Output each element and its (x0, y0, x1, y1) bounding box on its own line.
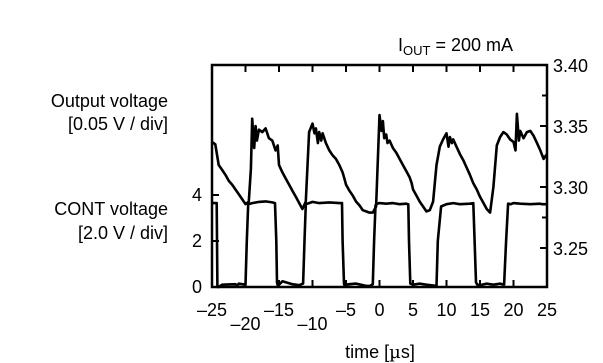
output-voltage-scale: [0.05 V / div] (68, 114, 168, 134)
right-y-tick-label: 3.35 (553, 117, 588, 137)
x-tick-label: –20 (230, 314, 260, 334)
x-tick-label: 25 (537, 300, 557, 320)
cont-voltage-label: CONT voltage (54, 199, 168, 219)
x-axis-label: time [µs] (345, 342, 415, 363)
x-tick-label: 10 (436, 300, 456, 320)
left-y-tick-label: 4 (192, 185, 202, 205)
right-y-tick-label: 3.40 (553, 56, 588, 76)
left-y-tick-label: 0 (192, 277, 202, 297)
right-y-tick-label: 3.30 (553, 178, 588, 198)
x-tick-label: 20 (503, 300, 523, 320)
x-tick-label: –25 (197, 300, 227, 320)
x-tick-label: 5 (408, 300, 418, 320)
tick-labels: –25 –15 –5 0 5 10 15 20 25–20 –103.403.353.303.25… (192, 56, 588, 334)
x-tick-label: –15 (264, 300, 294, 320)
x-tick-label: –5 (336, 300, 356, 320)
output-voltage-label: Output voltage (51, 91, 168, 111)
output-voltage-trace (211, 112, 549, 214)
right-y-tick-label: 3.25 (553, 239, 588, 259)
cont-voltage-trace (212, 200, 547, 289)
cont-voltage-scale: [2.0 V / div] (78, 223, 168, 243)
x-tick-label: –10 (297, 314, 327, 334)
axis-ticks (211, 64, 548, 288)
traces (211, 112, 549, 289)
condition-label: IOUT = 200 mA (398, 35, 513, 58)
left-y-tick-label: 2 (192, 231, 202, 251)
x-tick-label: 15 (470, 300, 490, 320)
plot-frame (210, 63, 549, 289)
x-tick-label: 0 (374, 300, 384, 320)
